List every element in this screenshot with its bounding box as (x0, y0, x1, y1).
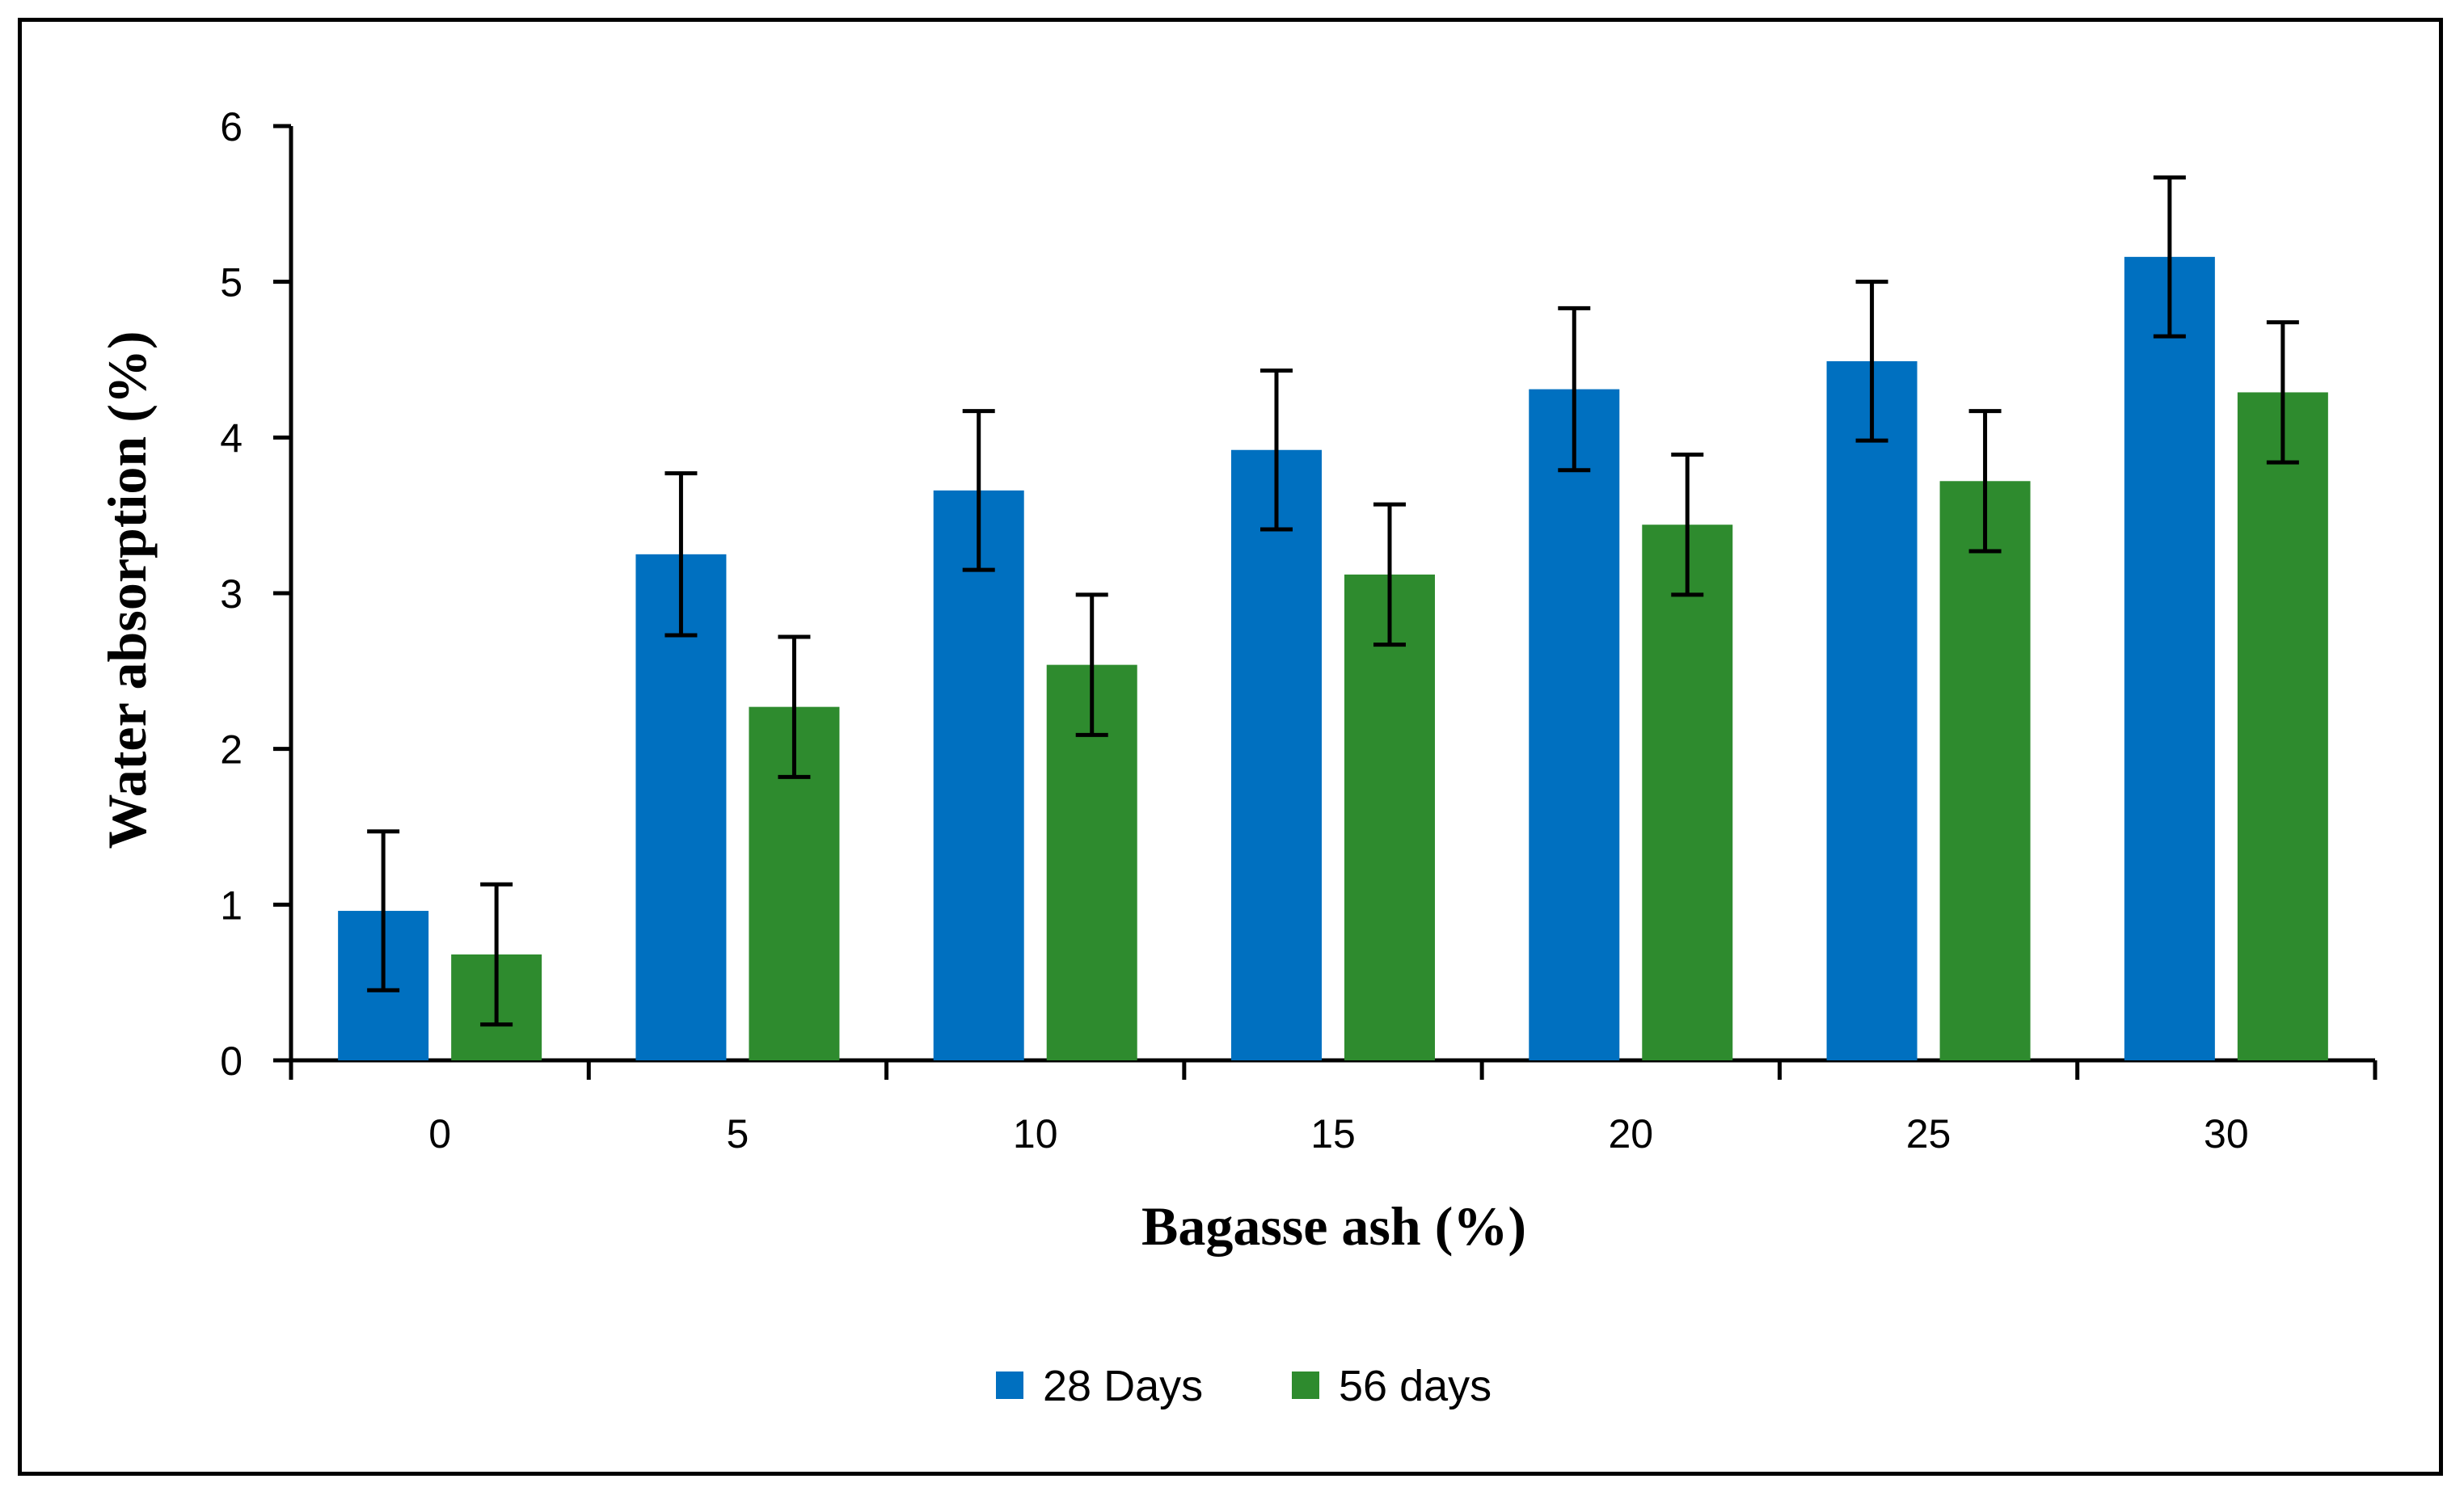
error-bars (367, 175, 2299, 1027)
x-tick-label: 10 (1013, 1111, 1058, 1157)
bar-28-days-25 (1826, 360, 1918, 1061)
y-tick-label: 0 (220, 1039, 243, 1084)
x-tick-label: 15 (1310, 1111, 1356, 1157)
bar-56-days-30 (2237, 392, 2328, 1061)
bar-28-days-20 (1529, 389, 1620, 1060)
x-axis-title: Bagasse ash (%) (1141, 1195, 1526, 1257)
y-axis: 0 1 2 3 4 5 6 (220, 104, 293, 1084)
bar-56-days-15 (1344, 574, 1435, 1060)
chart-frame (18, 18, 2443, 1476)
x-tick-label: 0 (428, 1111, 451, 1157)
x-tick-label: 5 (727, 1111, 749, 1157)
bars (338, 256, 2328, 1061)
legend-label-28-days: 28 Days (1043, 1362, 1203, 1410)
y-tick-label: 4 (220, 415, 243, 461)
bar-28-days-10 (933, 490, 1024, 1060)
legend-swatch-28-days (996, 1371, 1023, 1399)
y-tick-label: 3 (220, 571, 243, 617)
bar-28-days-15 (1231, 449, 1322, 1060)
x-tick-label: 20 (1608, 1111, 1653, 1157)
legend: 28 Days 56 days (996, 1362, 1491, 1410)
y-axis-title: Water absorption (%) (96, 331, 158, 849)
x-tick-label: 25 (1906, 1111, 1951, 1157)
bar-28-days-30 (2124, 256, 2215, 1061)
y-tick-label: 6 (220, 104, 243, 150)
x-axis: 0 5 10 15 20 25 30 (289, 1058, 2378, 1157)
bar-56-days-20 (1642, 525, 1733, 1060)
x-tick-label: 30 (2204, 1111, 2249, 1157)
y-tick-label: 2 (220, 727, 243, 773)
bar-28-days-5 (635, 554, 727, 1060)
bar-56-days-25 (1939, 481, 2031, 1060)
y-tick-label: 5 (220, 260, 243, 305)
y-tick-label: 1 (220, 883, 243, 928)
legend-swatch-56-days (1292, 1371, 1319, 1399)
legend-label-56-days: 56 days (1339, 1362, 1491, 1410)
